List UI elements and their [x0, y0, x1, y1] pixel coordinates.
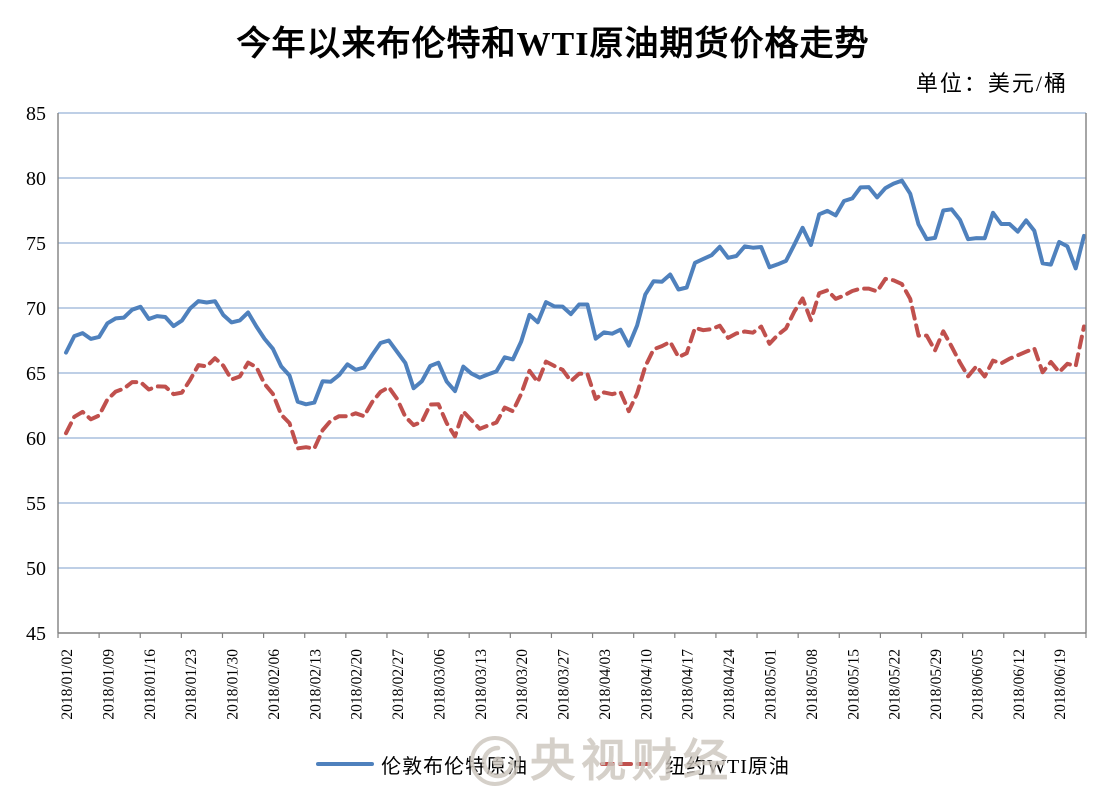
brent-line [64, 178, 1086, 407]
x-tick-label: 2018/04/03 [597, 649, 614, 720]
x-tick-label: 2018/01/09 [100, 649, 117, 720]
x-tick-label: 2018/05/08 [804, 649, 821, 720]
x-tick-label: 2018/02/20 [349, 649, 366, 720]
x-tick-label: 2018/05/22 [887, 649, 904, 720]
x-tick-label: 2018/03/20 [514, 649, 531, 720]
legend-item-brent: 伦敦布伦特原油 [316, 750, 528, 779]
chart-legend: 伦敦布伦特原油 纽约WTI原油 [0, 746, 1106, 782]
x-tick-label: 2018/05/15 [845, 649, 862, 720]
x-tick-label: 2018/03/27 [556, 649, 573, 720]
y-tick-label: 75 [26, 233, 46, 255]
y-tick-label: 70 [26, 298, 46, 320]
x-tick-label: 2018/01/30 [225, 649, 242, 720]
y-tick-label: 45 [26, 623, 46, 645]
y-tick-label: 85 [26, 103, 46, 125]
x-tick-label: 2018/01/16 [142, 649, 159, 720]
x-tick-label: 2018/05/01 [762, 649, 779, 720]
x-tick-label: 2018/06/05 [969, 649, 986, 720]
legend-item-wti: 纽约WTI原油 [600, 750, 790, 779]
y-tick-label: 50 [26, 558, 46, 580]
legend-swatch-wti [600, 762, 659, 766]
y-tick-label: 80 [26, 168, 46, 190]
chart-title: 今年以来布伦特和WTI原油期货价格走势 [236, 26, 870, 63]
x-tick-label: 2018/02/06 [266, 649, 283, 720]
legend-label-brent: 伦敦布伦特原油 [381, 755, 529, 778]
y-tick-label: 60 [26, 428, 46, 450]
x-tick-label: 2018/02/13 [307, 649, 324, 720]
x-tick-label: 2018/01/02 [59, 649, 76, 720]
x-tick-label: 2018/04/10 [638, 649, 655, 720]
wti-line [64, 276, 1086, 451]
x-tick-label: 2018/01/23 [183, 649, 200, 720]
x-tick-label: 2018/06/12 [1011, 649, 1028, 720]
x-tick-label: 2018/06/19 [1052, 649, 1069, 720]
x-tick-label: 2018/02/27 [390, 649, 407, 720]
x-tick-label: 2018/05/29 [928, 649, 945, 720]
y-tick-label: 55 [26, 493, 46, 515]
y-tick-label: 65 [26, 363, 46, 385]
x-tick-label: 2018/04/17 [680, 649, 697, 720]
legend-swatch-brent [316, 762, 375, 766]
x-tick-label: 2018/04/24 [721, 649, 738, 720]
legend-label-wti: 纽约WTI原油 [665, 755, 790, 778]
unit-label: 单位：美元/桶 [915, 71, 1068, 96]
x-tick-label: 2018/03/06 [431, 649, 448, 720]
x-tick-label: 2018/03/13 [473, 649, 490, 720]
